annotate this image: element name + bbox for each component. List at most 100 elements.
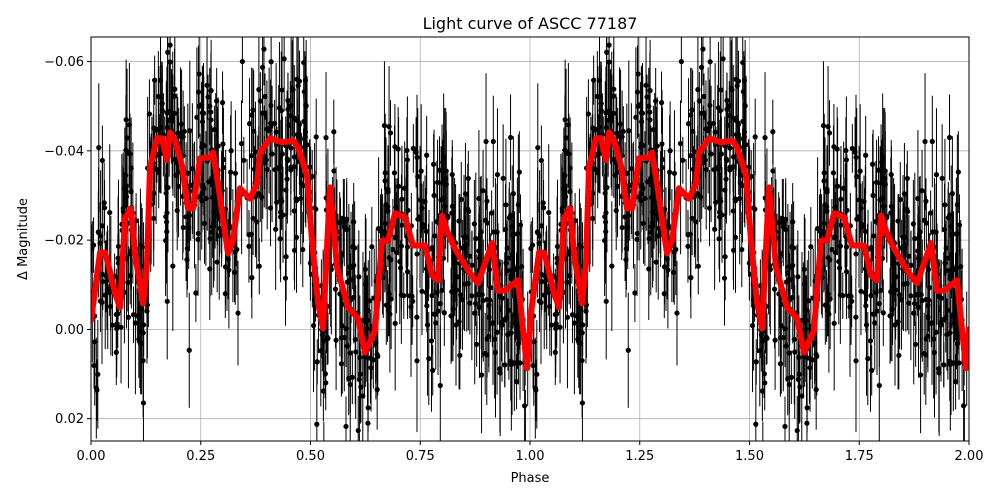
data-point (197, 194, 203, 200)
data-point (457, 352, 463, 359)
data-point (474, 341, 480, 347)
data-point (577, 328, 583, 335)
data-point (449, 203, 455, 209)
data-point (712, 226, 718, 232)
data-point (184, 245, 191, 252)
data-point (739, 246, 745, 253)
data-point (913, 341, 919, 347)
data-point (339, 301, 345, 307)
data-point (393, 250, 400, 256)
data-point (375, 353, 381, 359)
data-point (320, 388, 326, 394)
data-point (933, 229, 939, 235)
data-point (508, 361, 514, 368)
data-point (167, 59, 173, 65)
data-point (603, 298, 609, 304)
data-point (737, 180, 743, 187)
data-point (314, 421, 320, 427)
data-point (566, 273, 572, 279)
data-point (293, 234, 300, 240)
data-point (843, 269, 850, 275)
data-point (803, 317, 810, 323)
data-point (650, 127, 656, 133)
data-point (473, 300, 479, 307)
data-point (666, 225, 672, 231)
data-point (944, 332, 950, 338)
data-point (404, 147, 410, 154)
data-point (355, 427, 361, 434)
data-point (946, 134, 953, 141)
data-point (762, 135, 768, 141)
data-point (757, 348, 763, 354)
data-point (792, 349, 798, 355)
data-point (911, 310, 917, 316)
data-point (353, 349, 359, 355)
data-point (534, 371, 540, 377)
data-point (490, 138, 496, 145)
data-point (685, 232, 691, 238)
data-point (507, 134, 514, 141)
data-point (685, 121, 692, 127)
data-point (517, 222, 524, 228)
data-point (804, 420, 810, 426)
data-point (820, 122, 827, 129)
data-point (922, 138, 928, 145)
data-point (954, 341, 961, 347)
data-point (211, 127, 217, 133)
data-point (732, 234, 739, 240)
data-point (830, 170, 837, 176)
data-point (146, 111, 153, 117)
data-point (211, 223, 217, 229)
data-point (164, 298, 170, 304)
data-point (643, 82, 649, 88)
data-point (728, 85, 734, 91)
data-point (727, 103, 733, 109)
data-point (273, 129, 279, 135)
data-point (503, 260, 509, 266)
data-point (910, 221, 916, 227)
data-point (693, 219, 699, 225)
data-point (226, 267, 232, 273)
data-point (259, 110, 266, 116)
data-point (610, 93, 617, 99)
data-point (540, 205, 547, 211)
data-point (127, 273, 133, 279)
data-point (644, 94, 650, 100)
data-point (795, 274, 801, 280)
data-point (740, 118, 746, 125)
data-point (853, 154, 859, 160)
data-point (838, 196, 844, 202)
data-point (289, 85, 295, 91)
data-point (853, 251, 859, 257)
data-point (499, 322, 505, 328)
data-point (790, 219, 796, 225)
data-point (301, 118, 307, 125)
data-point (283, 254, 289, 260)
data-point (303, 103, 309, 109)
data-point (865, 356, 871, 362)
data-point (102, 292, 108, 298)
data-point (165, 49, 171, 55)
data-point (674, 310, 680, 316)
data-point (497, 370, 503, 376)
data-point (609, 263, 615, 269)
data-point (300, 246, 306, 253)
x-tick-label: 0.75 (406, 449, 435, 464)
x-tick-label: 1.25 (625, 449, 654, 464)
data-point (269, 151, 275, 157)
data-point (344, 343, 350, 349)
data-point (770, 168, 776, 174)
data-point (362, 266, 368, 272)
data-point (936, 370, 942, 376)
data-point (698, 194, 704, 200)
data-point (479, 292, 485, 298)
data-point (99, 157, 105, 164)
data-point (619, 224, 625, 231)
data-point (680, 157, 686, 163)
y-axis: −0.06 −0.04 −0.02 0.00 0.02 (44, 55, 91, 427)
data-point (931, 336, 937, 342)
data-point (91, 362, 97, 369)
data-point (347, 350, 353, 356)
data-point (740, 89, 746, 95)
